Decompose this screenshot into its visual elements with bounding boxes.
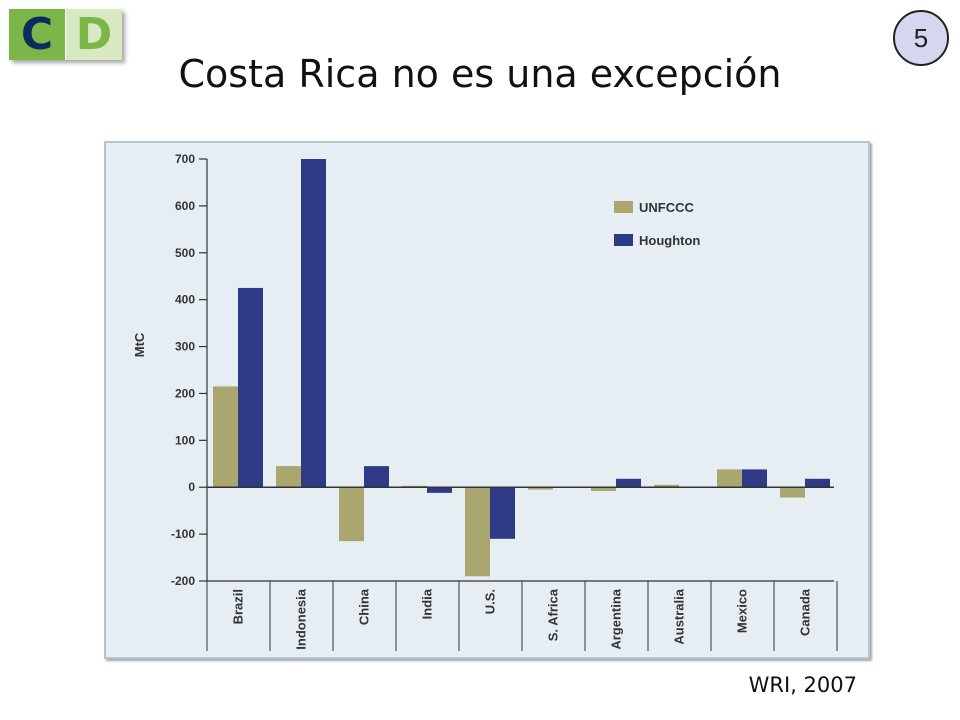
category-label: Canada: [798, 588, 813, 636]
y-axis-label: MtC: [132, 332, 147, 357]
bar-houghton-argentina: [616, 478, 641, 488]
y-tick-label: 0: [188, 480, 195, 494]
y-tick-label: 700: [175, 152, 195, 166]
category-label: Argentina: [609, 588, 624, 649]
bar-unfccc-indonesia: [276, 466, 301, 488]
bar-unfccc-brazil: [213, 386, 238, 488]
bar-houghton-mexico: [742, 469, 767, 488]
y-tick-label: -200: [171, 574, 195, 588]
y-tick-label: 400: [175, 293, 195, 307]
category-label: Mexico: [735, 589, 750, 633]
logo-letter-c: C: [9, 9, 65, 60]
category-label: India: [420, 588, 435, 619]
bar-houghton-indonesia: [301, 159, 326, 488]
bar-unfccc-u-s: [465, 487, 490, 577]
y-tick-label: 100: [175, 433, 195, 447]
bar-houghton-china: [364, 466, 389, 488]
bar-houghton-u-s: [490, 487, 515, 539]
y-tick-label: 600: [175, 199, 195, 213]
page-number: 5: [913, 22, 929, 53]
legend-swatch-houghton: [614, 234, 633, 246]
bar-unfccc-mexico: [717, 469, 742, 488]
category-label: China: [357, 588, 372, 625]
source-citation: WRI, 2007: [748, 673, 857, 697]
bar-houghton-canada: [805, 478, 830, 488]
logo-letter-d: D: [66, 9, 122, 60]
bar-unfccc-australia: [654, 484, 679, 488]
y-tick-label: 200: [175, 386, 195, 400]
bar-unfccc-china: [339, 487, 364, 542]
page-number-badge: 5: [893, 10, 949, 66]
category-label: U.S.: [483, 589, 498, 614]
bar-unfccc-argentina: [591, 487, 616, 491]
category-label: Brazil: [231, 589, 246, 624]
bar-chart: 700 600 500 400 300 200 100 0 -100 -200 MtC Brazil I…: [132, 152, 838, 651]
legend-swatch-unfccc: [614, 201, 633, 213]
legend-label-unfccc: UNFCCC: [639, 200, 694, 215]
y-tick-label: 300: [175, 340, 195, 354]
category-label: S. Africa: [546, 588, 561, 641]
bar-houghton-brazil: [238, 287, 263, 488]
bar-unfccc-canada: [780, 487, 805, 498]
category-label: Australia: [672, 588, 687, 644]
y-tick-label: -100: [171, 527, 195, 541]
bar-houghton-india: [427, 487, 452, 493]
cd-logo: C D: [9, 9, 122, 60]
category-label: Indonesia: [294, 588, 309, 649]
chart-panel: 700 600 500 400 300 200 100 0 -100 -200 MtC Brazil I…: [104, 141, 870, 659]
bar-unfccc-s-africa: [528, 487, 553, 490]
y-tick-label: 500: [175, 246, 195, 260]
legend-label-houghton: Houghton: [639, 233, 700, 248]
slide-title: Costa Rica no es una excepción: [178, 52, 782, 96]
